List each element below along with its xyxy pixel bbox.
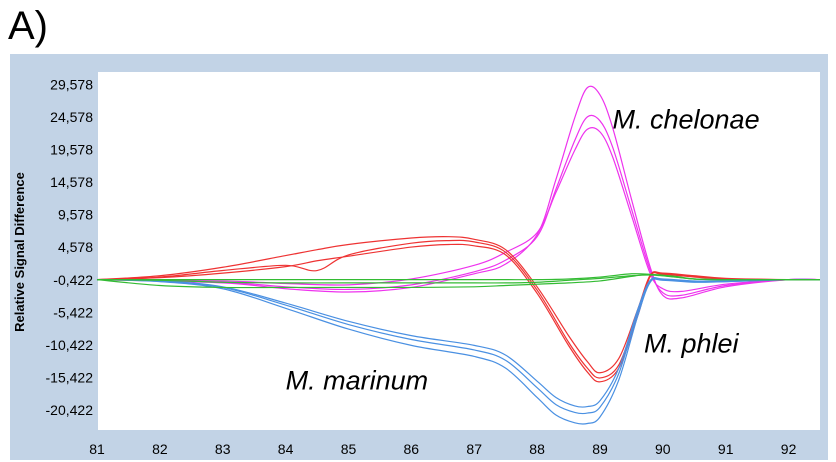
series-line-phlei-3 (96, 236, 821, 374)
y-tick-label: -10,422 (46, 337, 94, 353)
x-tick-label: 85 (341, 441, 357, 457)
series-line-marinum-8 (96, 278, 821, 425)
series-annotation: M. chelonae (613, 105, 760, 135)
y-tick-labels: 29,578 24,578 19,578 14,578 9,578 4,578 -0,422… (46, 77, 94, 419)
x-tick-label: 83 (215, 441, 231, 457)
y-tick-label: 14,578 (50, 174, 93, 190)
y-tick-label: 9,578 (58, 207, 93, 223)
x-tick-label: 89 (592, 441, 608, 457)
series-line-marinum-7 (96, 277, 821, 415)
y-tick-label: 24,578 (50, 109, 93, 125)
series-line-other-11 (96, 274, 820, 284)
x-tick-label: 88 (529, 441, 545, 457)
y-tick-label: 4,578 (58, 239, 93, 255)
panel-label: A) (8, 4, 48, 48)
series-line-marinum-6 (96, 277, 821, 408)
series-annotations: M. chelonae M. phlei M. marinum (286, 105, 760, 396)
series-line-chelonae-1 (96, 114, 821, 297)
y-tick-label: -0,422 (53, 272, 93, 288)
y-tick-label: 19,578 (50, 142, 93, 158)
y-tick-label: -15,422 (46, 369, 94, 385)
x-tick-label: 91 (718, 441, 734, 457)
x-tick-label: 86 (404, 441, 420, 457)
series-layer (96, 85, 821, 425)
series-annotation: M. phlei (644, 329, 740, 359)
x-tick-label: 81 (89, 441, 105, 457)
x-tick-label: 90 (655, 441, 671, 457)
series-annotation: M. marinum (286, 366, 429, 396)
x-tick-labels: 81 82 83 84 85 86 87 88 89 90 91 92 (89, 441, 796, 457)
series-line-phlei-4 (96, 239, 821, 379)
y-tick-label: -20,422 (46, 402, 94, 418)
series-line-phlei-5 (96, 243, 821, 383)
series-line-chelonae-0 (96, 85, 821, 300)
y-tick-label: 29,578 (50, 77, 93, 93)
plot-area (98, 72, 820, 430)
y-axis-title: Relative Signal Difference (12, 172, 27, 332)
series-line-chelonae-2 (96, 126, 821, 293)
x-tick-label: 87 (466, 441, 482, 457)
y-tick-label: -5,422 (53, 304, 93, 320)
x-tick-label: 82 (152, 441, 168, 457)
x-tick-label: 92 (781, 441, 797, 457)
x-tick-label: 84 (278, 441, 294, 457)
